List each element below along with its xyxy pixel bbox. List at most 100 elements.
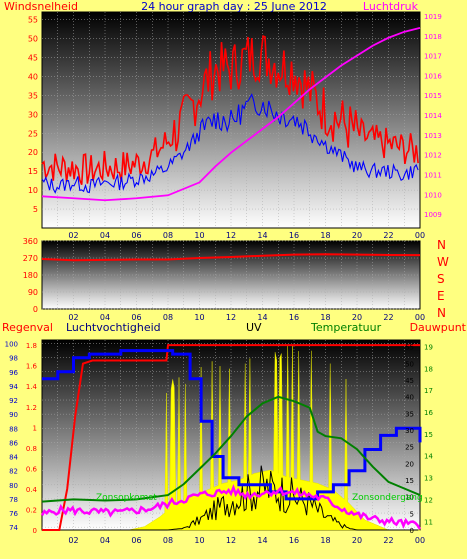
rain-tick-label: 0.8: [26, 445, 37, 453]
uv-tick-label: 55: [405, 344, 414, 352]
x-tick-label: 06: [131, 536, 141, 545]
wind-tick-label: 50: [28, 35, 38, 44]
x-tick-label: 22: [383, 536, 393, 545]
x-tick-label: 04: [100, 313, 110, 322]
wind-tick-label: 25: [28, 129, 38, 138]
temperature-tick-label: 19: [424, 344, 433, 352]
humidity-tick-label: 92: [9, 397, 18, 405]
humidity-tick-label: 86: [9, 439, 18, 447]
direction-tick-label: 360: [23, 237, 38, 246]
sunrise-annotation: Zonsopkomst: [96, 493, 157, 503]
uv-line: [42, 465, 419, 531]
x-tick-label: 08: [163, 313, 173, 322]
x-tick-label: 16: [289, 231, 299, 240]
pressure-tick-label: 1017: [424, 53, 442, 61]
pressure-tick-label: 1019: [424, 13, 442, 21]
x-tick-label: 10: [194, 313, 204, 322]
compass-label-s: S: [437, 272, 445, 286]
uv-tick-label: 40: [405, 394, 414, 402]
temperature-tick-label: 12: [424, 496, 433, 504]
x-tick-label: 10: [194, 231, 204, 240]
humidity-tick-label: 100: [5, 341, 18, 349]
uv-tick-label: 30: [405, 427, 414, 435]
x-tick-label: 06: [131, 313, 141, 322]
direction-tick-label: 180: [23, 271, 38, 280]
dewpoint-label: Dauwpunt: [410, 321, 467, 334]
uv-tick-label: 45: [405, 377, 414, 385]
humidity-tick-label: 76: [9, 510, 18, 518]
uv-tick-label: 25: [405, 444, 414, 452]
x-tick-label: 18: [320, 536, 330, 545]
x-tick-label: 04: [100, 231, 110, 240]
pressure-tick-label: 1018: [424, 33, 442, 41]
pressure-label: Luchtdruk: [363, 0, 419, 13]
uv-tick-label: 50: [405, 360, 414, 368]
humidity-label: Luchtvochtigheid: [66, 321, 161, 334]
pressure-tick-label: 1014: [424, 112, 442, 120]
x-tick-label: 12: [226, 231, 236, 240]
x-tick-label: 16: [289, 536, 299, 545]
x-tick-label: 16: [289, 313, 299, 322]
temperature-tick-label: 11: [424, 518, 433, 526]
x-tick-label: 08: [163, 536, 173, 545]
wind-tick-label: 30: [28, 110, 38, 119]
pressure-tick-label: 1016: [424, 72, 442, 80]
compass-label-w: W: [437, 255, 449, 269]
rain-tick-label: 0.4: [26, 486, 38, 494]
rain-tick-label: 1.2: [26, 404, 37, 412]
humidity-tick-label: 80: [9, 482, 18, 490]
temperature-line: [41, 395, 421, 503]
x-tick-label: 20: [352, 536, 362, 545]
x-tick-label: 18: [320, 313, 330, 322]
dewpoint-line: [40, 483, 422, 530]
compass-label-e: E: [437, 289, 445, 303]
uv-tick-label: 10: [405, 494, 414, 502]
wind-tick-label: 5: [33, 205, 38, 214]
wind-tick-label: 55: [28, 16, 38, 25]
x-tick-label: 18: [320, 231, 330, 240]
temperature-tick-label: 16: [424, 409, 433, 417]
humidity-line: [42, 349, 422, 501]
rain-tick-label: 0.2: [26, 506, 37, 514]
wind-tick-label: 35: [28, 91, 38, 100]
pressure-tick-label: 1012: [424, 152, 442, 160]
pressure-tick-label: 1013: [424, 132, 442, 140]
rain-tick-label: 1.8: [26, 342, 37, 350]
wind-tick-label: 10: [28, 186, 38, 195]
wind-direction-line: [41, 253, 421, 262]
rain-tick-label: 0.6: [26, 465, 38, 473]
humidity-tick-label: 88: [9, 425, 18, 433]
sunset-annotation: Zonsondergang: [352, 493, 423, 503]
rain-tick-label: 0: [33, 527, 37, 535]
x-tick-label: 08: [163, 231, 173, 240]
x-tick-label: 22: [383, 231, 393, 240]
x-tick-label: 20: [352, 313, 362, 322]
humidity-tick-label: 98: [9, 355, 18, 363]
x-tick-label: 02: [68, 231, 78, 240]
average-wind-series-line: [41, 93, 419, 194]
rain-tick-label: 1.4: [26, 383, 38, 391]
x-tick-label: 02: [68, 536, 78, 545]
temperature-label: Temperatuur: [310, 321, 382, 334]
humidity-tick-label: 94: [9, 383, 18, 391]
x-tick-label: 00: [415, 536, 425, 545]
temperature-tick-label: 13: [424, 475, 433, 483]
marks: [40, 26, 422, 531]
humidity-tick-label: 96: [9, 369, 18, 377]
rain-tick-label: 1.6: [26, 363, 38, 371]
wind-tick-label: 20: [28, 148, 38, 157]
x-tick-label: 00: [415, 231, 425, 240]
temperature-tick-label: 18: [424, 365, 433, 373]
wind-tick-label: 45: [28, 53, 38, 62]
wind-speed-label: Windsnelheid: [4, 0, 78, 13]
uv-tick-label: 5: [410, 510, 414, 518]
chart-title: 24 hour graph day : 25 June 2012: [141, 0, 327, 13]
humidity-tick-label: 78: [9, 496, 18, 504]
humidity-tick-label: 84: [9, 454, 18, 462]
humidity-tick-label: 74: [9, 524, 18, 532]
tick-labels: 5101520253035404550551009101010111012101…: [5, 13, 443, 545]
humidity-tick-label: 82: [9, 468, 18, 476]
humidity-tick-label: 90: [9, 411, 18, 419]
direction-tick-label: 90: [28, 288, 38, 297]
